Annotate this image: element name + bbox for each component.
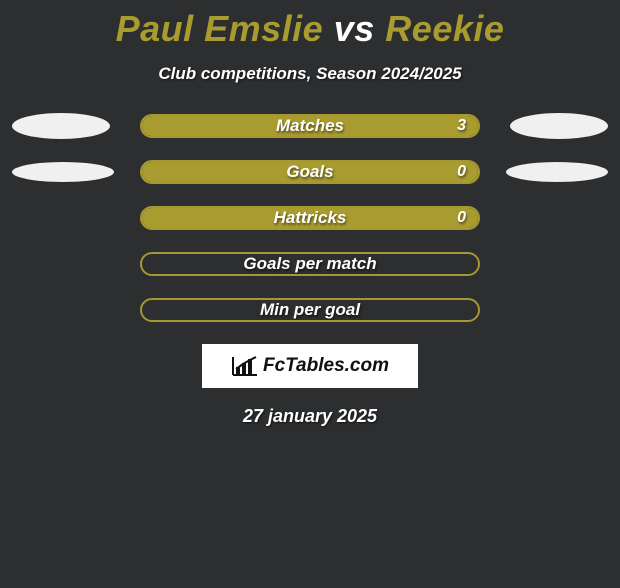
stat-label: Hattricks [274, 208, 347, 228]
stat-bar: 0 Goals [140, 160, 480, 184]
stat-value-right: 0 [457, 209, 466, 227]
stat-row: Min per goal [0, 298, 620, 322]
stat-bar: 3 Matches [140, 114, 480, 138]
stat-value-right: 3 [457, 117, 466, 135]
player-marker-right [510, 113, 608, 139]
page-title: Paul Emslie vs Reekie [0, 8, 620, 50]
stat-bar: 0 Hattricks [140, 206, 480, 230]
stat-bar: Min per goal [140, 298, 480, 322]
stat-label: Goals [286, 162, 333, 182]
player-marker-right [506, 162, 608, 182]
logo-text: FcTables.com [263, 355, 389, 377]
stat-row: 0 Goals [0, 160, 620, 184]
logo-box: FcTables.com [202, 344, 418, 388]
stat-label: Matches [276, 116, 344, 136]
player-marker-left [12, 113, 110, 139]
player-marker-left [12, 162, 114, 182]
stat-bar: Goals per match [140, 252, 480, 276]
logo-chart-icon [231, 355, 259, 377]
subtitle: Club competitions, Season 2024/2025 [0, 64, 620, 84]
stat-label: Min per goal [260, 300, 360, 320]
stat-value-right: 0 [457, 163, 466, 181]
stat-row: Goals per match [0, 252, 620, 276]
date-label: 27 january 2025 [0, 406, 620, 427]
stat-label: Goals per match [243, 254, 376, 274]
title-player1: Paul Emslie [116, 8, 324, 49]
title-vs: vs [334, 8, 375, 49]
stat-row: 3 Matches [0, 114, 620, 138]
stat-rows: 3 Matches 0 Goals 0 Hattricks Goals per match M… [0, 114, 620, 322]
title-player2: Reekie [385, 8, 504, 49]
stat-row: 0 Hattricks [0, 206, 620, 230]
